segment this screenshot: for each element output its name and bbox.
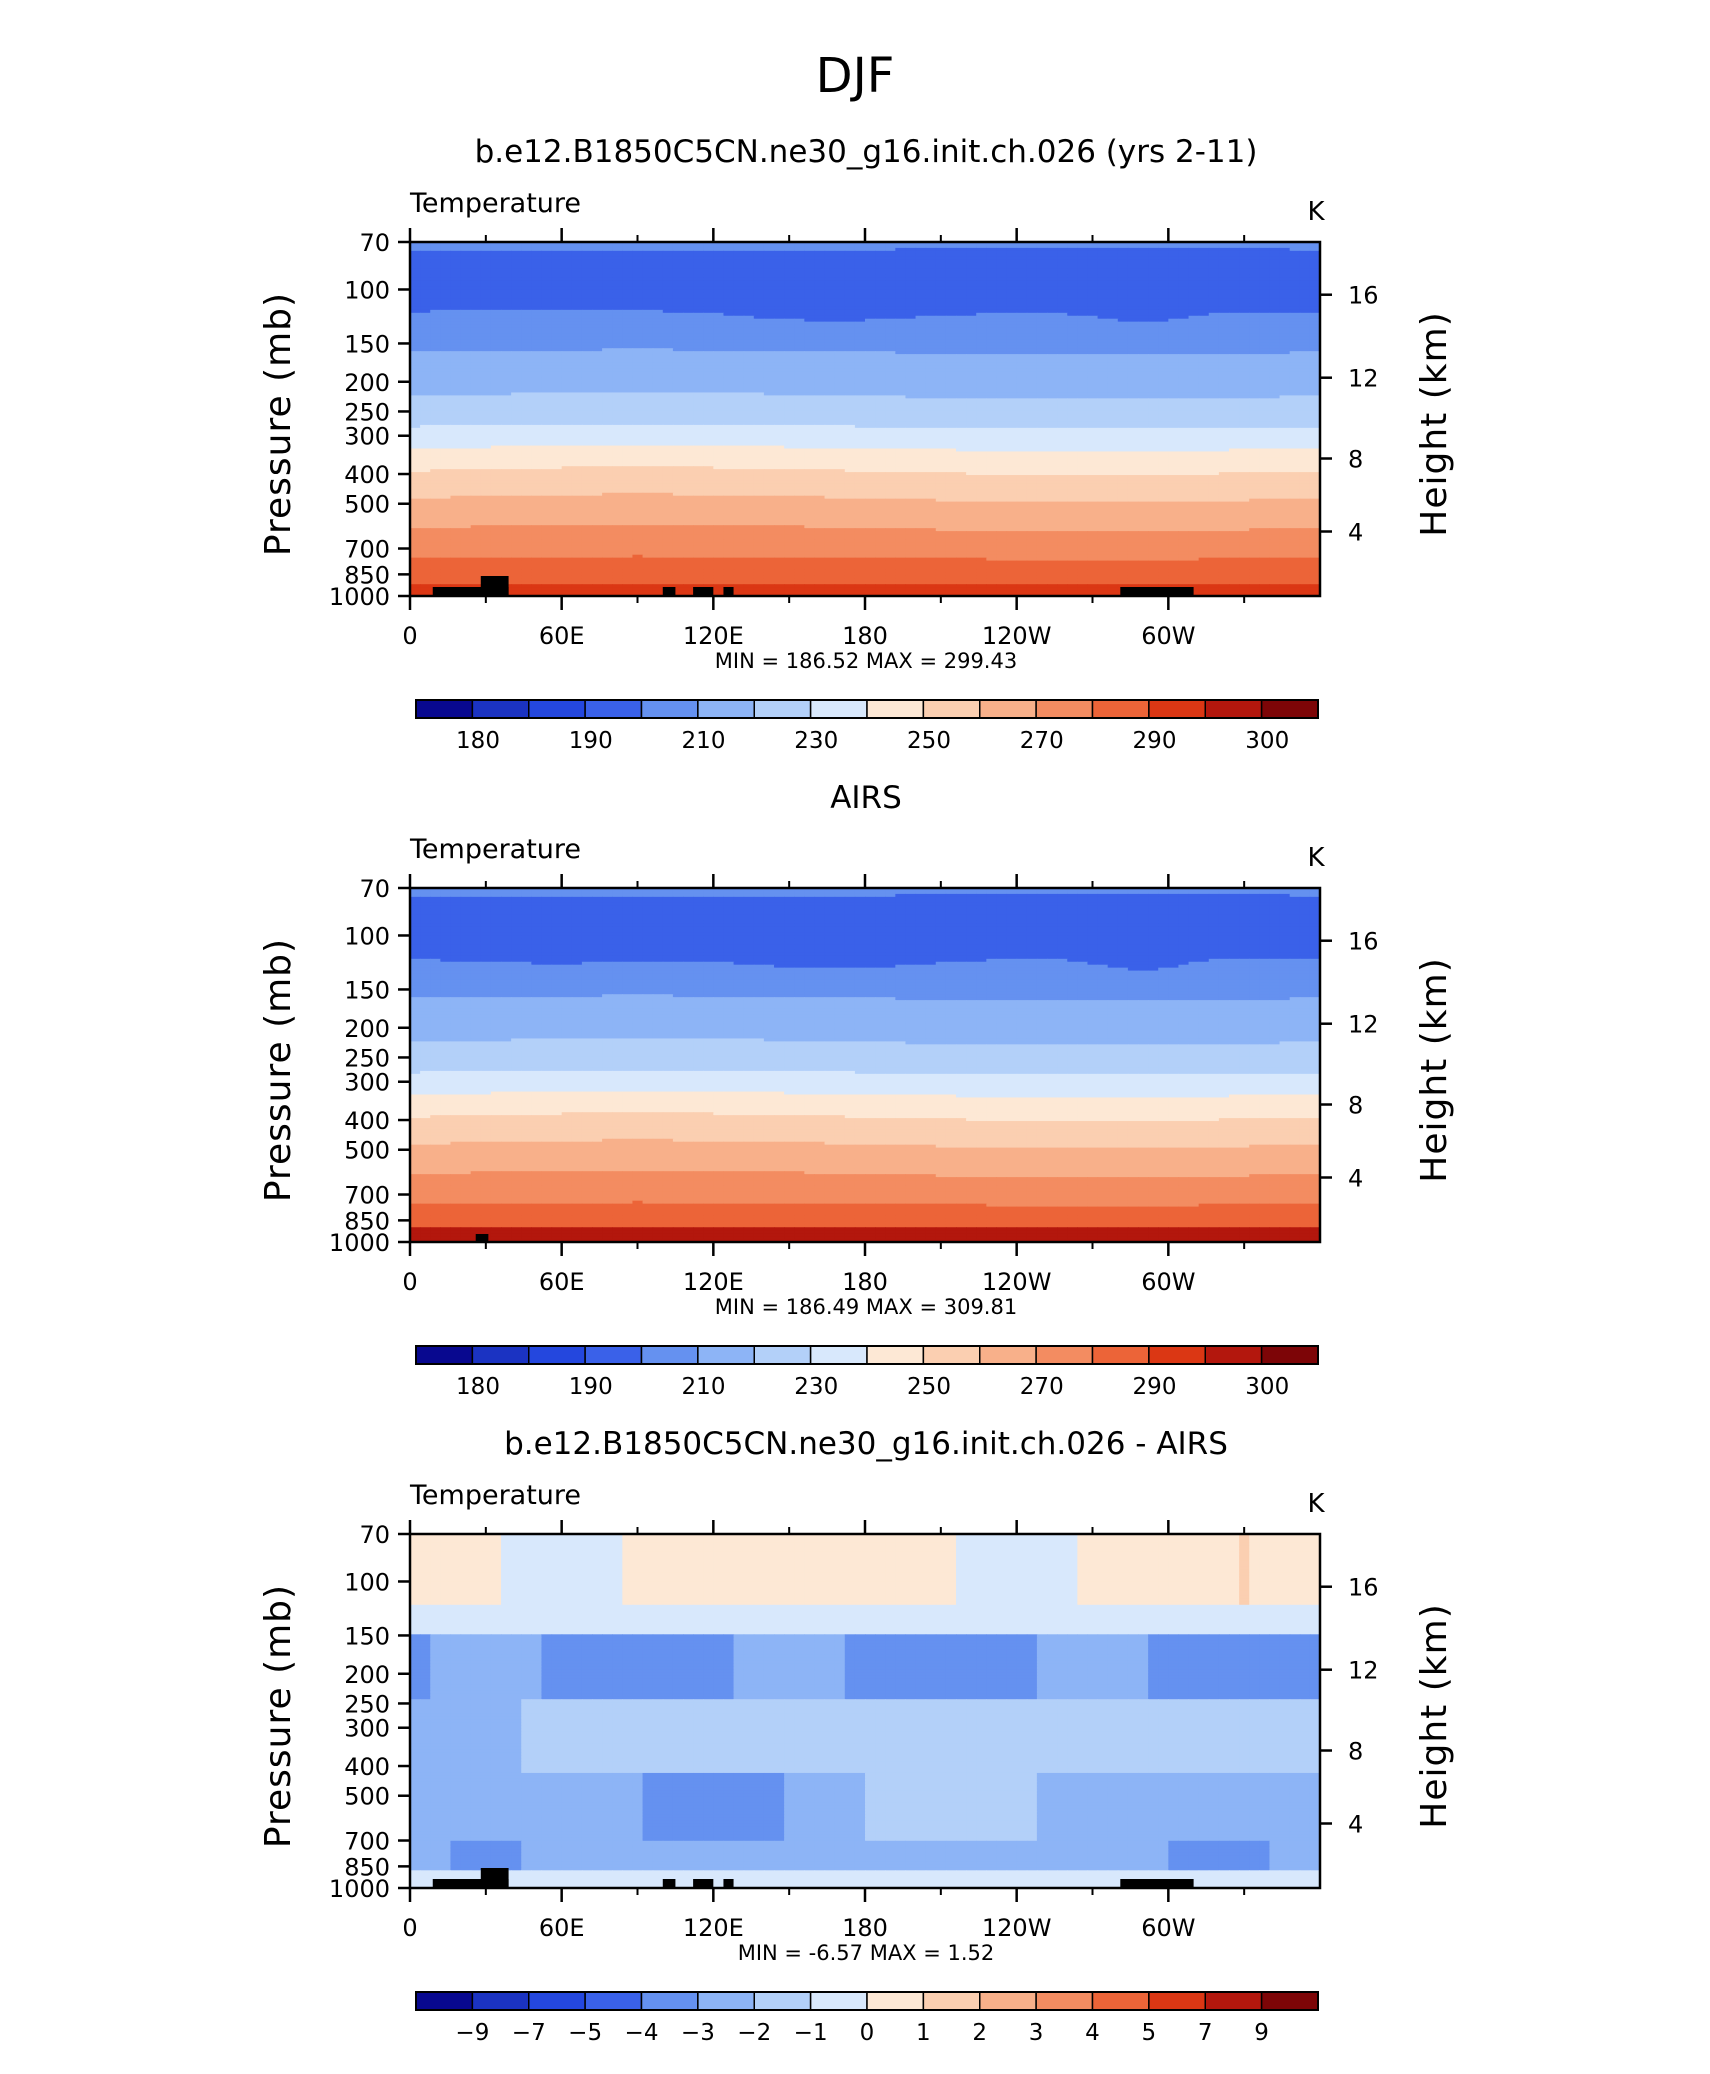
units-label: K xyxy=(1307,197,1325,227)
panel-title: b.e12.B1850C5CN.ne30_g16.init.ch.026 (yr… xyxy=(475,134,1258,170)
page-title: DJF xyxy=(816,48,895,104)
chart-panel-1: b.e12.B1850C5CN.ne30_g16.init.ch.026 (yr… xyxy=(258,134,1455,754)
field-label: Temperature xyxy=(409,188,581,219)
